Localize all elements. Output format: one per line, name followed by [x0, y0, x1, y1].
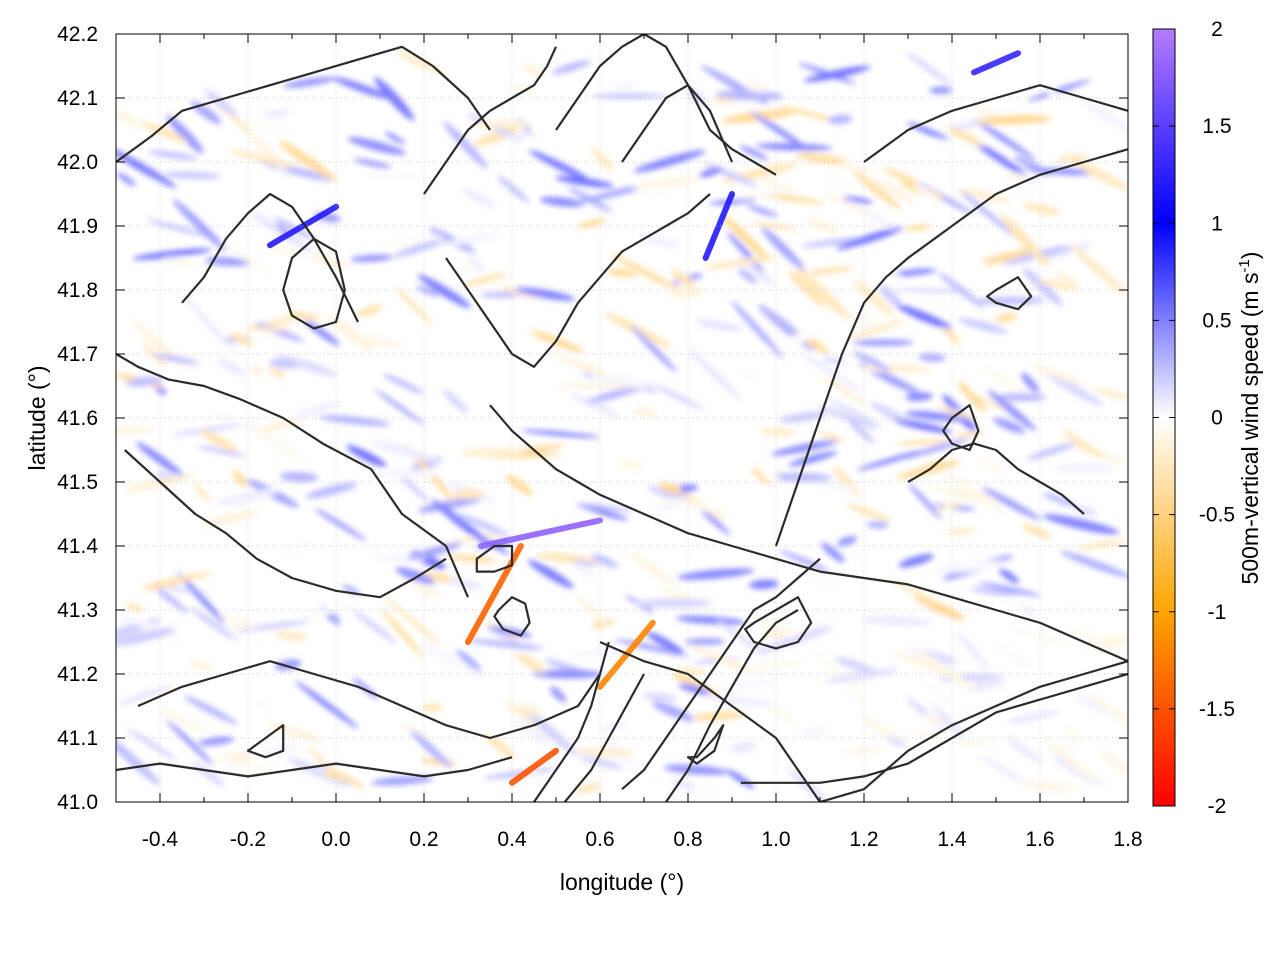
contour-line: [621, 557, 821, 791]
contour-line: [445, 193, 711, 368]
contour-line: [137, 660, 601, 740]
colorbar-tick-label: -1.5: [1199, 698, 1235, 721]
contour-loop: [493, 596, 531, 637]
y-axis-title: latitude (°): [24, 365, 50, 470]
x-tick-label: 0.8: [673, 828, 702, 851]
y-tick-label: 41.1: [57, 727, 98, 750]
colorbar-tick-label: 2: [1211, 18, 1223, 41]
colorbar-tick-label: -1: [1208, 601, 1227, 624]
y-tick-label: 41.5: [57, 471, 98, 494]
y-tick-label: 42.2: [57, 23, 98, 46]
contour-line: [181, 192, 359, 323]
colorbar-tick-label: -2: [1208, 795, 1227, 818]
y-tick-label: 41.0: [57, 791, 98, 814]
colorbar-title-close: ): [1237, 252, 1263, 260]
colorbar-tick-label: 0.5: [1202, 309, 1231, 332]
colorbar-title-superscript: -1: [1236, 259, 1253, 272]
feature-updraft-top: [971, 50, 1021, 76]
x-tick-label: 1.6: [1025, 828, 1054, 851]
contour-line: [599, 640, 1128, 802]
y-axis-ticks: 41.0 41.1 41.2 41.3 41.4 41.5 41.6 41.7 41.8 41.9…: [57, 23, 1128, 814]
y-tick-label: 41.4: [57, 535, 98, 558]
colorbar-tick-label: 1.5: [1202, 115, 1231, 138]
colorbar-tick-label: 0: [1211, 407, 1223, 430]
x-tick-label: 1.0: [761, 828, 790, 851]
contour-line: [907, 442, 1085, 515]
contour-line: [124, 449, 447, 599]
contour-line: [555, 34, 777, 176]
contour-line: [621, 84, 734, 163]
contour-loop: [246, 724, 285, 759]
contour-lines: [116, 34, 1128, 802]
contour-line: [774, 148, 1128, 547]
x-axis-title: longitude (°): [560, 869, 684, 895]
x-tick-label: -0.2: [230, 828, 266, 851]
colorbar-tick-label: -0.5: [1199, 504, 1235, 527]
contour-line: [489, 404, 1128, 663]
x-tick-label: -0.4: [142, 828, 179, 851]
colorbar-ticks: 2 1.5 1 0.5 0 -0.5 -1 -1.5 -2: [1153, 18, 1235, 818]
feature-updraft-NW: [267, 203, 339, 249]
y-tick-label: 42.0: [57, 151, 98, 174]
y-tick-label: 42.1: [57, 87, 98, 110]
contour-line: [665, 609, 799, 802]
x-tick-label: 0.6: [585, 828, 614, 851]
y-tick-label: 41.2: [57, 663, 98, 686]
feature-downdraft-east: [597, 619, 656, 690]
contour-line: [423, 46, 557, 195]
contour-line: [116, 45, 491, 163]
x-tick-label: 0.4: [497, 828, 527, 851]
contour-loop: [942, 404, 980, 452]
y-tick-label: 41.8: [57, 279, 98, 302]
contour-line: [740, 672, 1128, 784]
contour-line: [116, 756, 513, 778]
y-tick-label: 41.6: [57, 407, 98, 430]
feature-updraft-NE: [702, 191, 735, 261]
y-tick-label: 41.7: [57, 343, 98, 366]
contour-line: [533, 641, 610, 802]
x-tick-label: 1.4: [937, 828, 967, 851]
contour-loop: [686, 724, 725, 765]
y-tick-label: 41.3: [57, 599, 98, 622]
x-tick-label: 1.8: [1113, 828, 1142, 851]
contour-line: [563, 673, 645, 802]
colorbar-title-main: 500m-vertical wind speed (m s: [1237, 273, 1263, 585]
colorbar-tick-label: 1: [1211, 212, 1223, 235]
contour-line: [863, 84, 1128, 163]
contour-loop: [282, 237, 346, 330]
x-tick-label: 0.0: [321, 828, 350, 851]
y-tick-label: 41.9: [57, 215, 98, 238]
contour-loop: [744, 596, 813, 650]
x-tick-label: 0.2: [409, 828, 438, 851]
colorbar-title: 500m-vertical wind speed (m s-1): [1236, 252, 1263, 585]
contour-line: [116, 353, 470, 598]
contour-loop: [986, 276, 1033, 311]
contour-loop: [475, 544, 514, 573]
x-axis-ticks: -0.4 -0.2 0.0 0.2 0.4 0.6 0.8 1.0 1.2 1.4 1.6 1.8: [142, 34, 1143, 851]
feature-updraft-band: [478, 517, 603, 549]
feature-downdraft-south: [509, 747, 559, 786]
x-tick-label: 1.2: [849, 828, 878, 851]
